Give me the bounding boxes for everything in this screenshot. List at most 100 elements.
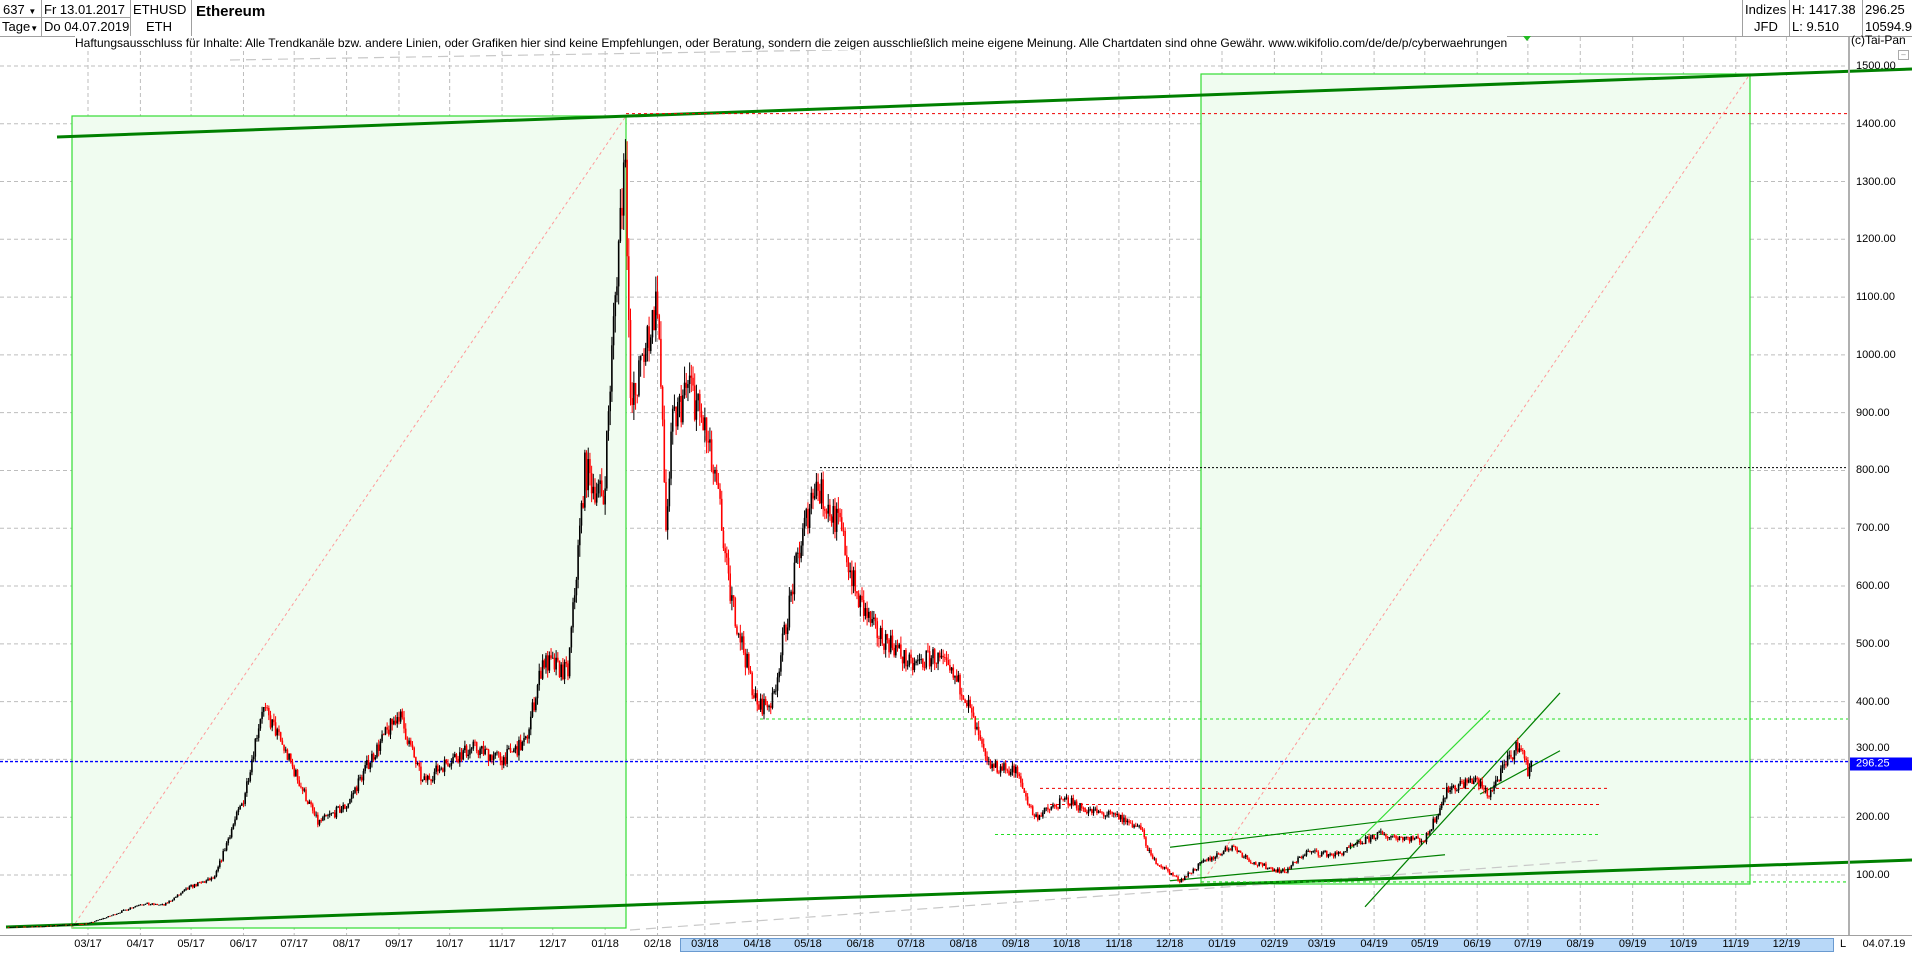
candle-body: [1101, 812, 1103, 814]
bars-select[interactable]: 637 ▼: [3, 1, 36, 20]
candle-body: [34, 926, 37, 928]
candle-body: [306, 801, 309, 804]
candle-body: [328, 813, 331, 816]
candle-body: [388, 729, 390, 735]
candle-body: [1381, 831, 1384, 835]
candle-body: [528, 729, 530, 739]
candle-body: [484, 749, 486, 755]
candle-body: [790, 591, 792, 596]
candle-body: [393, 720, 395, 725]
candle-body: [166, 902, 169, 904]
candle-body: [827, 504, 830, 514]
candle-body: [1200, 862, 1203, 863]
candle-body: [496, 752, 498, 754]
candle-body: [788, 595, 791, 628]
candle-body: [342, 804, 344, 810]
candle-body: [317, 814, 319, 825]
candle-body: [28, 926, 30, 928]
candle-body: [1359, 840, 1362, 844]
candle-body: [847, 562, 850, 573]
candle-body: [1192, 869, 1195, 874]
candle-body: [1055, 805, 1058, 808]
candle-body: [235, 812, 238, 820]
candle-body: [661, 386, 664, 420]
candle-body: [477, 750, 480, 756]
candle-body: [560, 664, 562, 678]
candle-body: [665, 482, 667, 531]
candle-body: [773, 690, 775, 693]
candle-body: [916, 660, 919, 662]
candle-body: [756, 693, 759, 705]
candle-body: [217, 866, 219, 872]
candle-body: [1270, 867, 1272, 869]
candle-body: [1236, 848, 1238, 852]
candle-body: [1341, 853, 1343, 855]
candle-body: [1371, 835, 1374, 838]
date-from[interactable]: Fr 13.01.2017: [44, 2, 125, 17]
candle-body: [323, 814, 326, 818]
candle-body: [680, 395, 682, 423]
candle-body: [1238, 850, 1240, 852]
candle-body: [861, 595, 863, 601]
collapse-button[interactable]: –: [1898, 50, 1909, 60]
candle-body: [257, 728, 260, 738]
candle-body: [170, 900, 172, 902]
candle-body: [1275, 869, 1277, 873]
candle-body: [1427, 832, 1429, 834]
x-tick-label: 04/17: [126, 938, 155, 950]
candle-body: [972, 712, 975, 717]
candle-body: [305, 789, 307, 802]
candle-body: [1123, 817, 1125, 823]
candle-body: [1494, 780, 1497, 786]
candle-body: [1369, 837, 1372, 842]
candle-body: [1354, 844, 1357, 846]
candle-body: [856, 591, 858, 594]
candle-body: [1467, 779, 1470, 783]
candle-body: [1511, 757, 1514, 760]
date-to[interactable]: Do 04.07.2019: [44, 19, 130, 34]
candle-body: [753, 695, 755, 698]
candle-body: [1351, 844, 1353, 846]
x-tick-label: 05/17: [177, 938, 205, 950]
candle-body: [1336, 852, 1338, 854]
candle-body: [1400, 836, 1402, 838]
candle-body: [815, 481, 818, 496]
candle-body: [1307, 850, 1309, 852]
candle-body: [163, 904, 165, 906]
candle-body: [249, 772, 252, 781]
candle-body: [1422, 841, 1424, 842]
candle-body: [1356, 841, 1358, 845]
x-tick-label: 07/18: [897, 938, 925, 950]
candle-body: [33, 926, 35, 928]
period-select[interactable]: Tage▼: [2, 18, 38, 37]
candle-body: [724, 548, 726, 554]
candle-body: [685, 382, 688, 388]
candle-body: [761, 698, 764, 715]
header-bar: 637 ▼ Tage▼ Fr 13.01.2017 Do 04.07.2019 …: [0, 0, 1912, 37]
candle-body: [658, 315, 661, 339]
candle-body: [1131, 823, 1134, 828]
candle-body: [1473, 780, 1475, 784]
x-tick-label: 03/18: [691, 938, 719, 950]
candle-body: [927, 650, 929, 652]
candle-body: [1168, 870, 1171, 875]
candle-body: [22, 926, 25, 928]
candle-body: [100, 919, 103, 920]
candle-body: [1530, 761, 1533, 768]
candle-body: [313, 810, 316, 815]
candle-body: [1457, 784, 1460, 791]
candle-body: [675, 406, 677, 427]
candle-body: [1410, 836, 1413, 842]
candle-body: [418, 763, 421, 767]
candle-body: [264, 707, 267, 708]
candle-body: [726, 553, 728, 558]
candle-body: [727, 557, 730, 574]
candle-body: [452, 756, 454, 763]
candle-body: [562, 664, 564, 680]
candle-body: [993, 764, 995, 768]
candle-body: [1109, 811, 1112, 812]
candle-body: [1205, 859, 1208, 861]
candle-body: [1500, 768, 1502, 782]
candle-body: [210, 877, 213, 881]
candle-body: [998, 772, 1000, 774]
